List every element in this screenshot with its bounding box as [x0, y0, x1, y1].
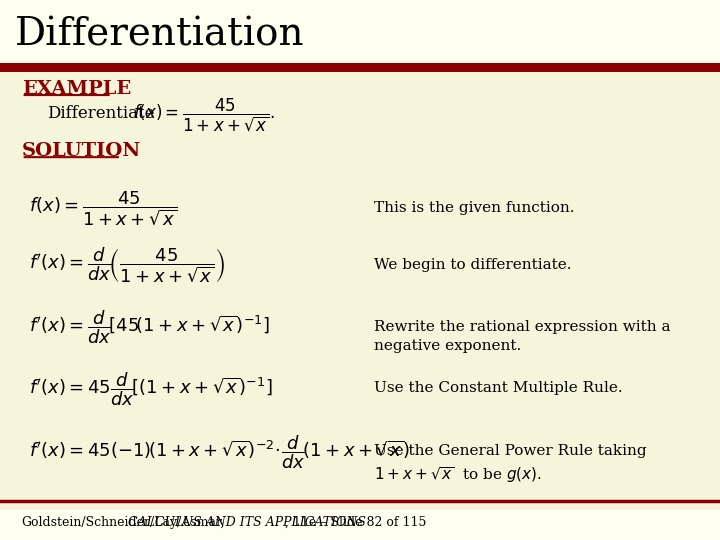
- Text: $f'(x)=45\dfrac{d}{dx}\!\left[\left(1+x+\sqrt{x}\right)^{-1}\right]$: $f'(x)=45\dfrac{d}{dx}\!\left[\left(1+x+…: [29, 370, 272, 408]
- Text: $f'(x)=45(-1)\!\left(1+x+\sqrt{x}\right)^{-2}\!\cdot\!\dfrac{d}{dx}\!\left(1+x+\: $f'(x)=45(-1)\!\left(1+x+\sqrt{x}\right)…: [29, 433, 410, 471]
- Text: Differentiation: Differentiation: [14, 17, 304, 53]
- Text: Use the General Power Rule taking
$1+x+\sqrt{x}$  to be $g(x)$.: Use the General Power Rule taking $1+x+\…: [374, 444, 647, 485]
- Text: We begin to differentiate.: We begin to differentiate.: [374, 258, 572, 272]
- Text: , 11e – Slide 82 of 115: , 11e – Slide 82 of 115: [285, 516, 426, 529]
- Text: This is the given function.: This is the given function.: [374, 201, 575, 215]
- Text: $f'(x)=\dfrac{d}{dx}\!\left[45\!\left(1+x+\sqrt{x}\right)^{-1}\right]$: $f'(x)=\dfrac{d}{dx}\!\left[45\!\left(1+…: [29, 308, 269, 346]
- Text: SOLUTION: SOLUTION: [22, 142, 141, 160]
- Text: EXAMPLE: EXAMPLE: [22, 80, 131, 98]
- FancyBboxPatch shape: [0, 63, 720, 72]
- Text: Use the Constant Multiple Rule.: Use the Constant Multiple Rule.: [374, 381, 623, 395]
- Text: $f(x)=\dfrac{45}{1+x+\sqrt{x}}.$: $f(x)=\dfrac{45}{1+x+\sqrt{x}}.$: [133, 97, 276, 133]
- Text: $f'(x)=\dfrac{d}{dx}\!\left(\dfrac{45}{1+x+\sqrt{x}}\right)$: $f'(x)=\dfrac{d}{dx}\!\left(\dfrac{45}{1…: [29, 245, 225, 284]
- Text: Rewrite the rational expression with a
negative exponent.: Rewrite the rational expression with a n…: [374, 320, 671, 353]
- Text: $f(x)=\dfrac{45}{1+x+\sqrt{x}}$: $f(x)=\dfrac{45}{1+x+\sqrt{x}}$: [29, 189, 177, 227]
- Text: Goldstein/Schneider/Lay/Asmar,: Goldstein/Schneider/Lay/Asmar,: [22, 516, 225, 529]
- Text: CALCULUS AND ITS APPLICATIONS: CALCULUS AND ITS APPLICATIONS: [128, 516, 366, 529]
- Text: Differentiate: Differentiate: [47, 105, 154, 122]
- FancyBboxPatch shape: [0, 70, 720, 510]
